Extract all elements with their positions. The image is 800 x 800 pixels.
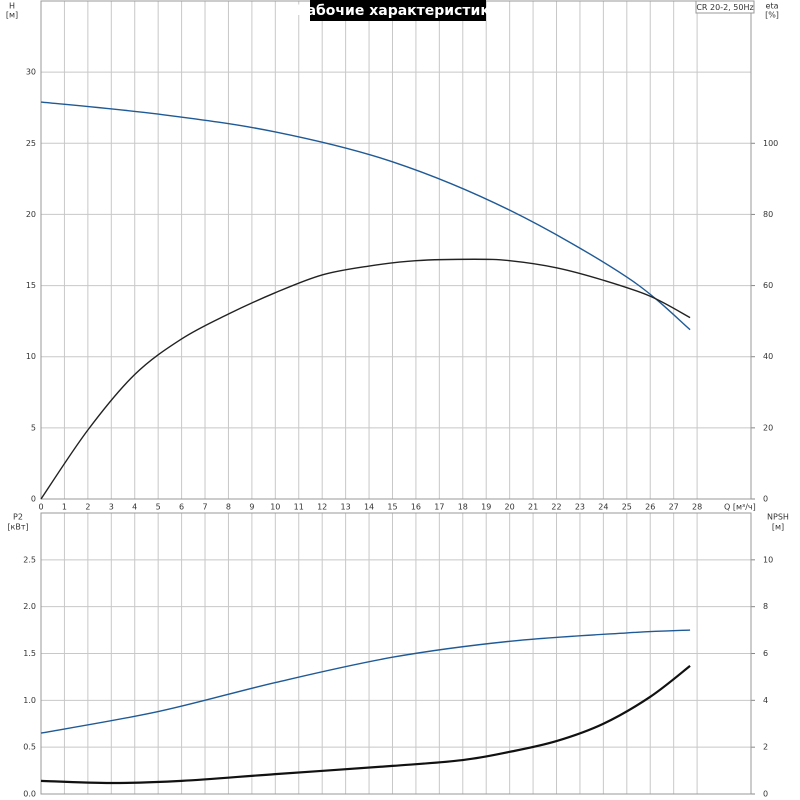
y-tick-label: 10 bbox=[26, 352, 36, 361]
y-tick-label: 0.0 bbox=[23, 790, 36, 799]
x-tick-label: 21 bbox=[528, 503, 538, 512]
y2-tick-label: 100 bbox=[763, 139, 778, 148]
model-box bbox=[695, 0, 755, 14]
x-tick-label: 6 bbox=[179, 503, 184, 512]
plot-frame bbox=[40, 0, 752, 500]
x-tick-label: 4 bbox=[132, 503, 137, 512]
x-axis-label: Q [м³/ч] bbox=[724, 503, 756, 512]
x-tick-label: 9 bbox=[249, 503, 254, 512]
x-tick-label: 2 bbox=[85, 503, 90, 512]
x-tick-label: 26 bbox=[645, 503, 655, 512]
y2-axis-unit: [%] bbox=[765, 11, 779, 20]
x-tick-label: 8 bbox=[226, 503, 231, 512]
y2-tick-label: 80 bbox=[763, 210, 773, 219]
y2-tick-label: 60 bbox=[763, 281, 773, 290]
chart-title: Рабочие характеристики bbox=[296, 3, 499, 19]
curve bbox=[40, 665, 691, 785]
y2-tick-label: 8 bbox=[763, 602, 768, 611]
y2-tick-label: 40 bbox=[763, 352, 773, 361]
y2-axis-unit: [м] bbox=[772, 523, 784, 532]
y-tick-label: 2.5 bbox=[23, 555, 36, 564]
curve bbox=[40, 101, 691, 331]
model-label: CR 20-2, 50Hz bbox=[696, 3, 753, 12]
y-tick-label: 5 bbox=[31, 423, 36, 432]
title-box bbox=[310, 0, 486, 21]
x-tick-label: 15 bbox=[387, 503, 397, 512]
x-tick-label: 13 bbox=[341, 503, 351, 512]
x-tick-label: 0 bbox=[38, 503, 43, 512]
x-tick-label: 5 bbox=[156, 503, 161, 512]
x-tick-label: 25 bbox=[622, 503, 632, 512]
y2-axis-label: NPSH bbox=[767, 513, 789, 522]
x-tick-label: 20 bbox=[505, 503, 515, 512]
curve bbox=[40, 258, 691, 500]
x-tick-label: 11 bbox=[294, 503, 304, 512]
y2-axis-label: eta bbox=[766, 2, 779, 11]
y-tick-label: 1.0 bbox=[23, 696, 36, 705]
x-tick-label: 18 bbox=[458, 503, 468, 512]
y2-tick-label: 0 bbox=[763, 790, 768, 799]
y-tick-label: 25 bbox=[26, 139, 36, 148]
x-tick-label: 10 bbox=[270, 503, 280, 512]
y-axis-unit: [м] bbox=[6, 11, 18, 20]
y2-tick-label: 4 bbox=[763, 696, 768, 705]
x-tick-label: 17 bbox=[434, 503, 444, 512]
x-tick-label: 28 bbox=[692, 503, 702, 512]
x-tick-label: 14 bbox=[364, 503, 374, 512]
x-tick-label: 1 bbox=[62, 503, 67, 512]
y-tick-label: 0.5 bbox=[23, 743, 36, 752]
x-tick-label: 16 bbox=[411, 503, 421, 512]
y-tick-label: 1.5 bbox=[23, 649, 36, 658]
y-tick-label: 0 bbox=[31, 495, 36, 504]
y-tick-label: 20 bbox=[26, 210, 36, 219]
y-tick-label: 30 bbox=[26, 68, 36, 77]
y-axis-label: P2 bbox=[13, 513, 23, 522]
y2-tick-label: 6 bbox=[763, 649, 768, 658]
y2-tick-label: 0 bbox=[763, 495, 768, 504]
y-axis-unit: [кВт] bbox=[7, 523, 28, 532]
x-tick-label: 22 bbox=[551, 503, 561, 512]
y-tick-label: 15 bbox=[26, 281, 36, 290]
y-tick-label: 2.0 bbox=[23, 602, 36, 611]
y2-tick-label: 2 bbox=[763, 743, 768, 752]
x-tick-label: 3 bbox=[109, 503, 114, 512]
x-tick-label: 7 bbox=[202, 503, 207, 512]
x-tick-label: 19 bbox=[481, 503, 491, 512]
plot-frame bbox=[40, 512, 752, 795]
y-axis-label: H bbox=[9, 2, 15, 11]
x-tick-label: 12 bbox=[317, 503, 327, 512]
x-tick-label: 27 bbox=[669, 503, 679, 512]
y2-tick-label: 20 bbox=[763, 423, 773, 432]
y2-tick-label: 10 bbox=[763, 555, 773, 564]
curve bbox=[40, 629, 691, 734]
x-tick-label: 23 bbox=[575, 503, 585, 512]
x-tick-label: 24 bbox=[598, 503, 608, 512]
